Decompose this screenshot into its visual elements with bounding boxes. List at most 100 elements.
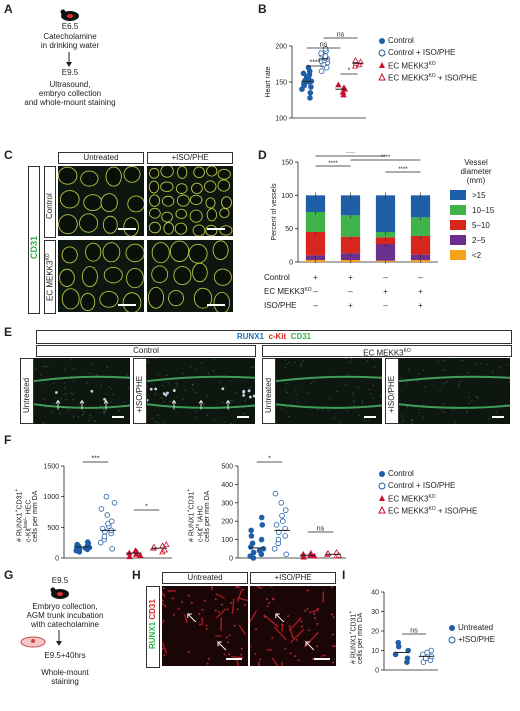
legend-d-label: 5–10 (472, 221, 490, 230)
cluster-cell (242, 389, 246, 393)
cell (53, 378, 56, 381)
cell (218, 644, 221, 647)
sig-label: * (348, 68, 351, 75)
data-point (260, 546, 267, 552)
data-point (300, 553, 307, 560)
cell (44, 406, 46, 409)
cell (218, 381, 221, 383)
cell (102, 408, 105, 410)
cell (157, 422, 159, 424)
cell (234, 391, 237, 394)
cell (333, 645, 336, 648)
cell (486, 363, 488, 366)
cell (89, 416, 92, 419)
cell (457, 383, 460, 385)
row-label: EC MEKK3KO (264, 287, 312, 296)
vessel (80, 170, 99, 187)
cell (106, 366, 108, 368)
vessel (59, 268, 75, 287)
cell (220, 603, 223, 606)
step1-line2: in drinking water (40, 41, 100, 50)
cell (466, 411, 468, 413)
legend-control-marker (379, 38, 385, 44)
cell (471, 400, 473, 402)
y-tick-label: 0 (229, 556, 233, 563)
y-tick-label: 100 (221, 537, 233, 544)
cell (72, 415, 75, 418)
legend-ko-iso-marker (378, 73, 386, 81)
arrow-down-icon-g (56, 630, 62, 646)
cell (347, 373, 349, 376)
panel-label-b: B (258, 2, 267, 16)
vessel (58, 166, 78, 185)
cell (207, 372, 210, 375)
cell (200, 362, 203, 364)
cell (304, 405, 306, 408)
cell (70, 359, 73, 361)
vessel (213, 291, 231, 312)
cluster-cell (247, 389, 251, 393)
cell (194, 368, 197, 371)
cell (229, 380, 231, 382)
cell (422, 369, 424, 372)
cell (172, 613, 175, 616)
cell (475, 396, 478, 398)
cell (42, 422, 44, 424)
cell (468, 402, 471, 405)
panel-label-g: G (4, 568, 14, 582)
cell (318, 377, 321, 379)
vessel (237, 597, 248, 602)
cell (51, 410, 54, 413)
cell (103, 412, 105, 414)
arrow-icon (217, 641, 227, 651)
vessel (148, 221, 161, 234)
cell (327, 409, 329, 412)
vessel (147, 286, 165, 309)
vessel (308, 609, 320, 614)
cell (496, 418, 499, 420)
sig-label: ns (337, 32, 345, 39)
cell (42, 398, 45, 401)
cell (162, 587, 165, 590)
data-point (300, 70, 307, 77)
cell (339, 421, 341, 424)
legend-d-swatch (450, 220, 466, 230)
image-e-ko-iso (399, 358, 510, 424)
cell (459, 380, 462, 382)
legend-d-title-3: (mm) (466, 176, 486, 185)
cell (301, 625, 304, 628)
cluster-cell (221, 387, 225, 391)
cell (156, 414, 159, 417)
vessel (162, 641, 168, 654)
cell (225, 636, 228, 639)
data-point (335, 81, 342, 88)
cell (475, 362, 477, 365)
h-stain-label: RUNX1 CD31 (146, 586, 160, 668)
cell (329, 398, 331, 400)
cell (441, 386, 443, 389)
cell (411, 422, 413, 424)
cell (422, 417, 424, 419)
legend-f-ko-iso: EC MEKK3KO + ISO/PHE (388, 506, 478, 516)
y-tick-label: 200 (275, 44, 287, 51)
cell (321, 654, 324, 657)
cluster-cell (90, 389, 94, 393)
f-left-ylabel: # RUNX1+CD31+ c-Kitlow/– HEC cells per m… (14, 488, 39, 542)
data-point (248, 527, 254, 534)
cell (352, 395, 355, 397)
data-point (280, 518, 286, 524)
cell (163, 654, 166, 657)
sig-label: * (145, 504, 148, 511)
cell (173, 388, 175, 390)
cell (304, 609, 307, 612)
cell (372, 384, 375, 387)
cell (187, 650, 190, 653)
cell (437, 361, 439, 363)
cell (240, 647, 243, 650)
cell (199, 623, 202, 626)
vessel (148, 180, 160, 194)
sig-label: **** (381, 155, 391, 161)
bar-segment (305, 195, 326, 212)
vessel (188, 243, 208, 264)
cell (259, 658, 262, 661)
